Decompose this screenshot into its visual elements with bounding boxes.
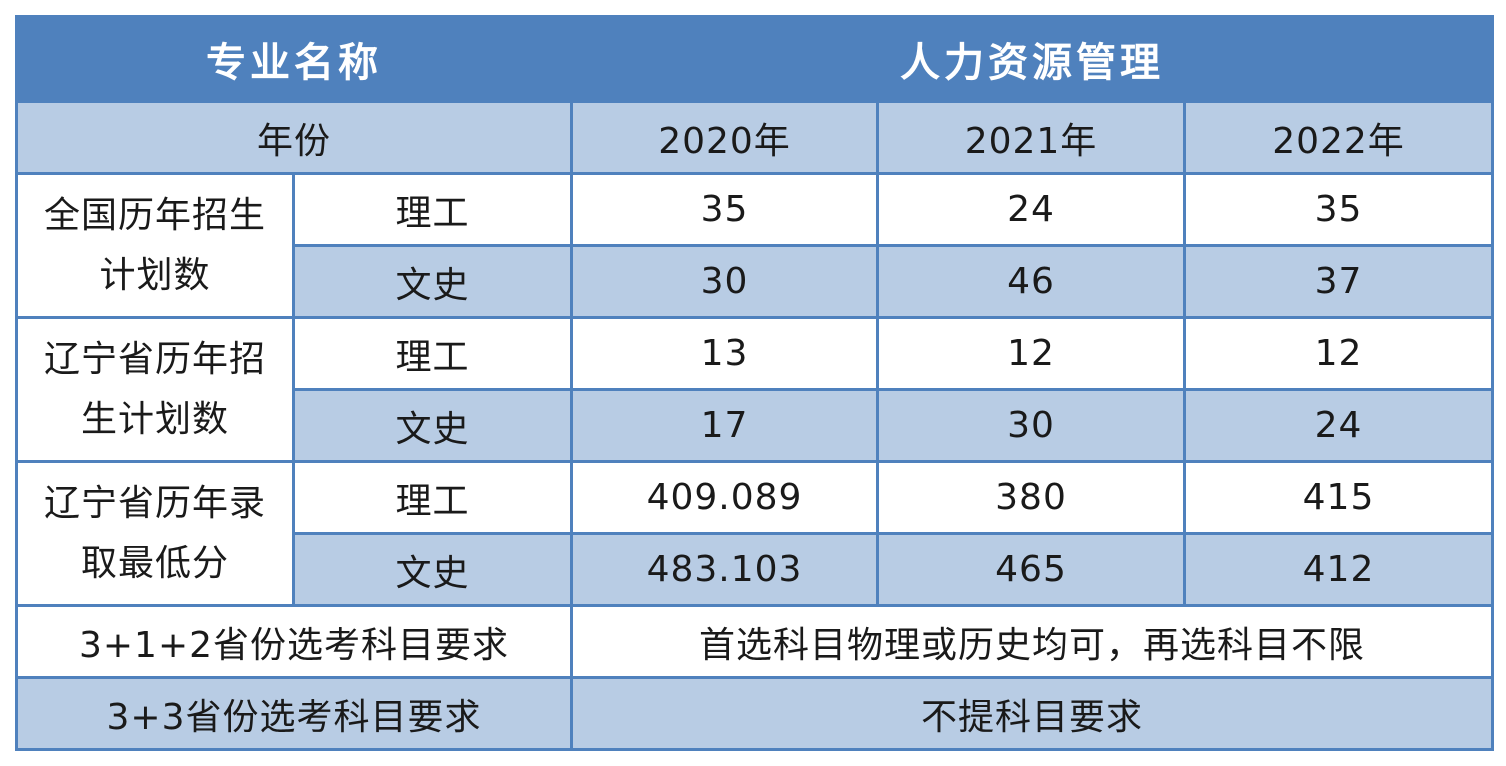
value-cell: 13 [570,316,879,391]
table-row: 文史 483.103 465 412 [17,532,1494,607]
value-cell: 37 [1183,244,1494,319]
value-cell: 12 [1183,316,1494,391]
value-cell: 465 [876,532,1186,607]
year-row: 年份 2020年 2021年 2022年 [15,100,1494,175]
year-2022-cell: 2022年 [1183,100,1494,175]
value-cell: 30 [570,244,879,319]
year-2020-cell: 2020年 [570,100,879,175]
value-cell: 35 [570,172,879,247]
value-cell: 17 [570,388,879,463]
requirement-value: 不提科目要求 [570,676,1494,751]
subject-type-cell: 理工 [292,316,573,391]
value-cell: 483.103 [570,532,879,607]
group-label-liaoning-plan: 辽宁省历年招 生计划数 [15,316,295,463]
year-label-cell: 年份 [15,100,573,175]
table-row: 文史 17 30 24 [17,388,1494,463]
value-cell: 409.089 [570,460,879,535]
requirement-label: 3+3省份选考科目要求 [15,676,573,751]
table-row: 辽宁省历年录 取最低分 理工 409.089 380 415 [15,460,1494,607]
major-value-cell: 人力资源管理 [570,15,1494,103]
value-cell: 412 [1183,532,1494,607]
value-cell: 24 [1183,388,1494,463]
subject-type-cell: 文史 [292,532,573,607]
value-cell: 46 [876,244,1186,319]
subject-type-cell: 理工 [292,460,573,535]
header-row: 专业名称 人力资源管理 [15,15,1494,103]
subject-type-cell: 理工 [292,172,573,247]
requirement-label: 3+1+2省份选考科目要求 [15,604,573,679]
value-cell: 380 [876,460,1186,535]
year-2021-cell: 2021年 [876,100,1186,175]
table-row: 文史 30 46 37 [17,244,1494,319]
group-label-liaoning-min-score: 辽宁省历年录 取最低分 [15,460,295,607]
table-row: 辽宁省历年招 生计划数 理工 13 12 12 [15,316,1494,463]
admission-table: 专业名称 人力资源管理 年份 2020年 2021年 2022年 全国历年招生 … [15,15,1494,751]
value-cell: 30 [876,388,1186,463]
value-cell: 24 [876,172,1186,247]
subject-type-cell: 文史 [292,244,573,319]
requirement-row-33: 3+3省份选考科目要求 不提科目要求 [15,676,1494,751]
table-row: 全国历年招生 计划数 理工 35 24 35 [15,172,1494,319]
value-cell: 12 [876,316,1186,391]
subject-type-cell: 文史 [292,388,573,463]
major-label-cell: 专业名称 [15,15,573,103]
group-label-national-plan: 全国历年招生 计划数 [15,172,295,319]
requirement-value: 首选科目物理或历史均可，再选科目不限 [570,604,1494,679]
value-cell: 35 [1183,172,1494,247]
value-cell: 415 [1183,460,1494,535]
requirement-row-312: 3+1+2省份选考科目要求 首选科目物理或历史均可，再选科目不限 [15,604,1494,679]
